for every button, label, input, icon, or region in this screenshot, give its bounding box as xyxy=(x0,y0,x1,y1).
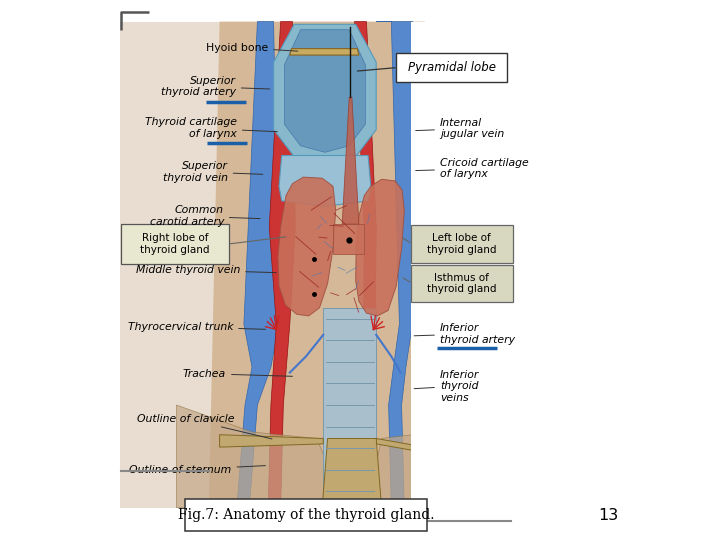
Text: Hyoid bone: Hyoid bone xyxy=(206,43,298,52)
Bar xyxy=(120,22,441,508)
Bar xyxy=(411,22,600,508)
Polygon shape xyxy=(356,179,405,316)
Polygon shape xyxy=(376,438,425,453)
Text: Thyroid cartilage
of larynx: Thyroid cartilage of larynx xyxy=(145,117,277,139)
Polygon shape xyxy=(284,30,365,152)
Polygon shape xyxy=(269,22,295,508)
Text: Inferior
thyroid artery: Inferior thyroid artery xyxy=(414,323,515,345)
Text: Common
carotid artery: Common carotid artery xyxy=(150,205,260,227)
Polygon shape xyxy=(237,22,279,508)
Text: 13: 13 xyxy=(598,508,618,523)
FancyBboxPatch shape xyxy=(396,53,508,82)
Text: Pyramidal lobe: Pyramidal lobe xyxy=(408,61,496,74)
Polygon shape xyxy=(176,400,479,508)
Polygon shape xyxy=(209,22,436,508)
Text: Superior
thyroid artery: Superior thyroid artery xyxy=(161,76,270,97)
Polygon shape xyxy=(274,24,376,165)
FancyBboxPatch shape xyxy=(185,499,427,531)
Polygon shape xyxy=(333,224,364,254)
Polygon shape xyxy=(289,49,359,55)
FancyBboxPatch shape xyxy=(410,265,513,302)
FancyBboxPatch shape xyxy=(121,224,229,264)
Polygon shape xyxy=(278,177,336,316)
Text: Outline of sternum: Outline of sternum xyxy=(129,465,266,475)
Text: Thyrocervical trunk: Thyrocervical trunk xyxy=(127,322,266,332)
Polygon shape xyxy=(376,22,414,508)
Text: Outline of clavicle: Outline of clavicle xyxy=(138,414,272,439)
Text: Right lobe of
thyroid gland: Right lobe of thyroid gland xyxy=(140,233,210,255)
Text: Superior
thyroid vein: Superior thyroid vein xyxy=(163,161,263,183)
Text: Inferior
thyroid
veins: Inferior thyroid veins xyxy=(414,369,480,403)
Text: Left lobe of
thyroid gland: Left lobe of thyroid gland xyxy=(427,233,497,255)
Polygon shape xyxy=(279,156,371,206)
Text: Trachea: Trachea xyxy=(183,369,292,379)
Text: Fig.7: Anatomy of the thyroid gland.: Fig.7: Anatomy of the thyroid gland. xyxy=(178,508,434,522)
Text: Isthmus of
thyroid gland: Isthmus of thyroid gland xyxy=(427,273,497,294)
Text: Middle thyroid vein: Middle thyroid vein xyxy=(136,265,276,275)
FancyBboxPatch shape xyxy=(410,225,513,263)
Polygon shape xyxy=(355,22,376,508)
Text: Cricoid cartilage
of larynx: Cricoid cartilage of larynx xyxy=(415,158,528,179)
Bar xyxy=(323,308,376,508)
Polygon shape xyxy=(220,435,323,447)
Polygon shape xyxy=(323,438,382,508)
Polygon shape xyxy=(342,97,359,224)
Text: Internal
jugular vein: Internal jugular vein xyxy=(415,118,504,139)
